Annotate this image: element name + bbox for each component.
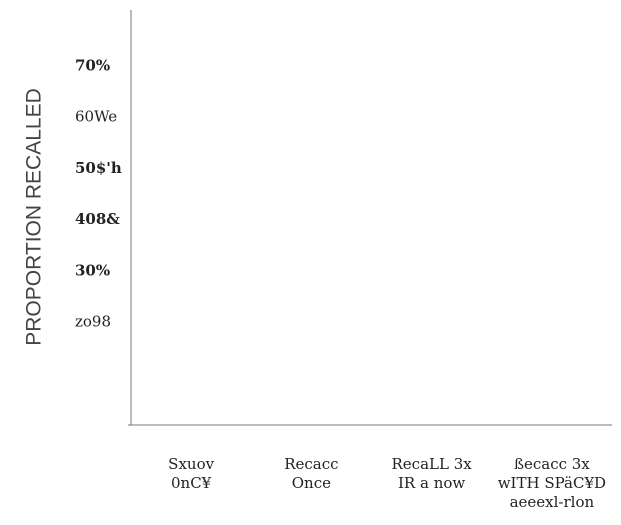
y-axis-label: PROPORTION RECALLED bbox=[23, 88, 46, 346]
y-tick-label: 70% bbox=[75, 56, 110, 74]
x-tick-label: ßecacc 3x wITH SPäC¥D aeeexl-rlon bbox=[497, 455, 607, 511]
y-tick-label: 50$'h bbox=[75, 159, 122, 177]
x-tick-label: Sxuov 0nC¥ bbox=[168, 455, 215, 492]
y-tick-label: 30% bbox=[75, 261, 110, 279]
y-tick-label: 408& bbox=[75, 210, 120, 228]
y-tick-label: zo98 bbox=[75, 313, 111, 331]
y-tick-label: 60We bbox=[75, 108, 117, 126]
x-tick-label: Recacc Once bbox=[284, 455, 339, 492]
x-tick-label: RecaLL 3x IR a now bbox=[391, 455, 472, 492]
